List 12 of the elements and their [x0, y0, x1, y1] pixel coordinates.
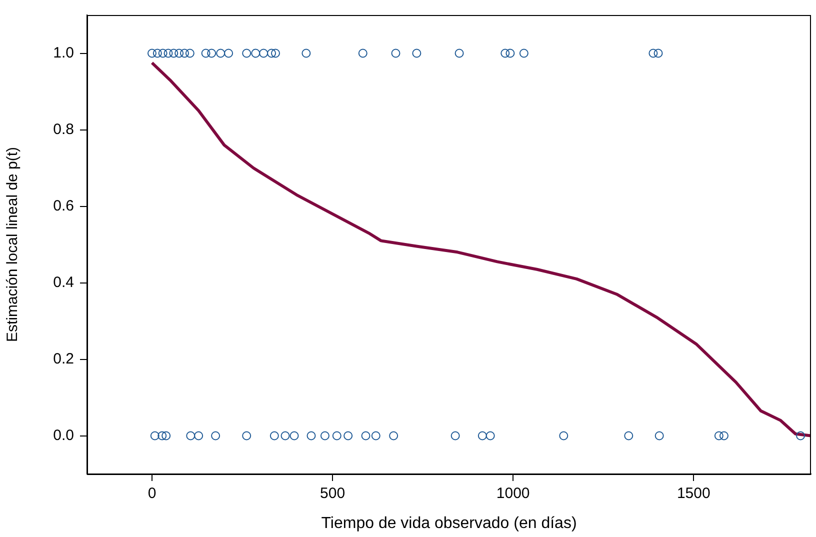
y-tick-label: 1.0 [53, 44, 74, 62]
y-tick-label: 0.4 [53, 274, 74, 291]
y-tick-label: 0.8 [53, 120, 74, 138]
y-axis-title: Estimación local lineal de p(t) [4, 146, 22, 342]
x-tick-label: 0 [148, 485, 156, 502]
x-tick-label: 1000 [496, 485, 530, 502]
y-tick-label: 0.6 [53, 197, 74, 214]
x-tick-label: 500 [320, 485, 346, 502]
x-axis-title: Tiempo de vida observado (en días) [321, 514, 577, 532]
y-tick-label: 0.0 [53, 426, 74, 444]
y-tick-label: 0.2 [53, 350, 74, 368]
x-tick-label: 1500 [676, 485, 710, 502]
